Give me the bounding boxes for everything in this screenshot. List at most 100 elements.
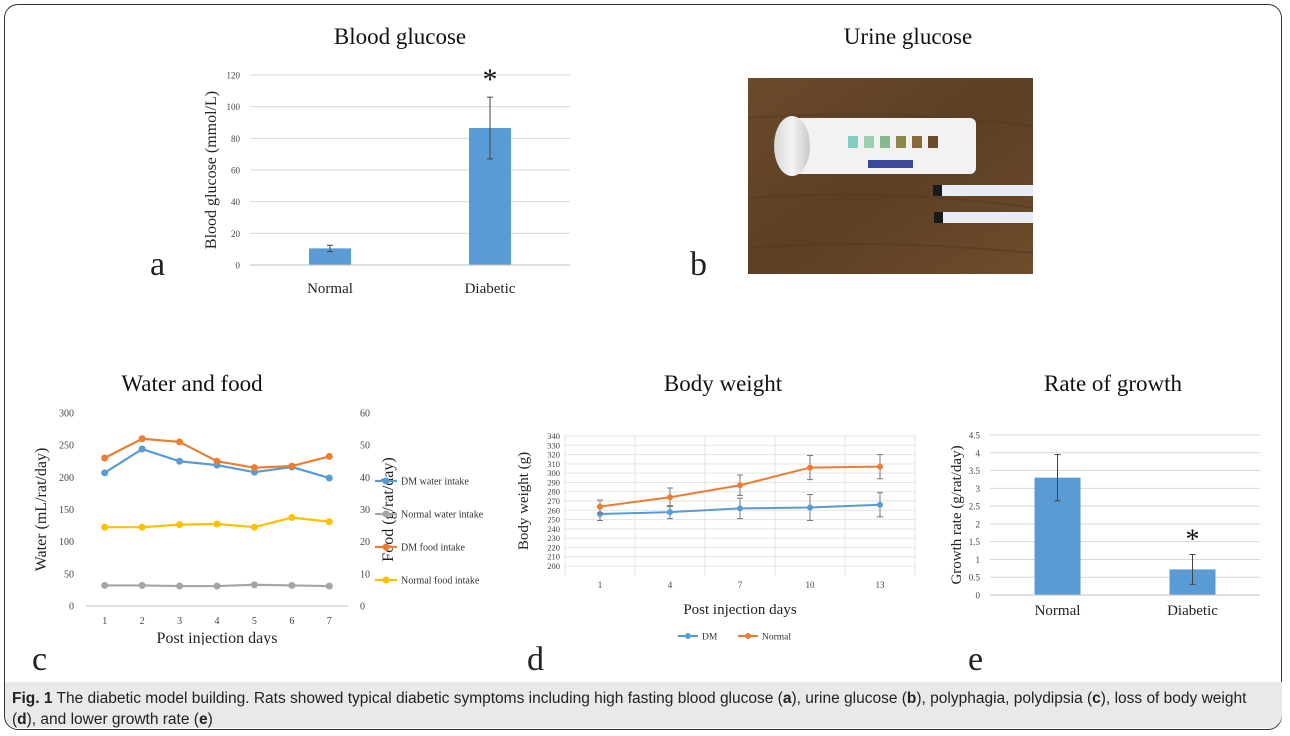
- caption-segment: ), urine glucose (: [791, 690, 906, 707]
- y-tick-label: 1.5: [969, 537, 981, 547]
- data-point: [101, 455, 108, 462]
- legend-swatch-marker: [383, 577, 390, 584]
- y-tick-label: 60: [231, 166, 241, 176]
- data-point: [877, 502, 883, 508]
- x-tick-label: 4: [668, 580, 673, 590]
- y-tick-label: 250: [547, 515, 560, 525]
- x-tick-label: 2: [140, 616, 145, 627]
- data-point: [667, 494, 673, 500]
- x-axis-label: Post injection days: [683, 602, 796, 618]
- legend-label: Normal: [762, 633, 791, 643]
- y-tick-label: 50: [64, 569, 74, 580]
- data-point: [877, 464, 883, 470]
- x-tick-label: 7: [327, 616, 332, 627]
- category-label: Normal: [1035, 603, 1081, 619]
- y-tick-label: 0: [69, 602, 74, 613]
- y-tick-label: 1: [976, 555, 981, 565]
- chart-e: 0 0.5 1 1.5 2 2.5 3 3.5 4 4.5 Normal Diabetic * Growt…: [945, 415, 1275, 630]
- data-point: [326, 474, 333, 481]
- y2-tick-label: 30: [360, 505, 370, 516]
- legend-swatch-marker: [383, 544, 390, 551]
- chart-a-title: Blood glucose: [334, 24, 466, 50]
- caption-segment: ), polyphagia, polydipsia (: [916, 690, 1092, 707]
- urine-test-strip-photo: [748, 78, 1033, 274]
- caption-segment: ), and lower growth rate (: [27, 711, 199, 728]
- data-point: [667, 509, 673, 515]
- chart-d: 2002102202302402502602702802903003103203…: [515, 410, 925, 650]
- y-tick-label: 240: [547, 524, 560, 534]
- caption-segment: d: [17, 711, 26, 728]
- chart-c: 05010015020025030001020304050601 2 3 4 5 6 7Po…: [28, 400, 508, 645]
- y-tick-label: 4: [976, 448, 981, 458]
- data-point: [101, 524, 108, 531]
- data-point: [251, 581, 258, 588]
- y-tick-label: 100: [59, 537, 74, 548]
- data-point: [139, 524, 146, 531]
- y2-tick-label: 0: [360, 602, 365, 613]
- y-axis-label: Blood glucose (mmol/L): [203, 91, 220, 249]
- data-point: [214, 583, 221, 590]
- y-tick-label: 300: [547, 468, 560, 478]
- data-point: [288, 514, 295, 521]
- data-point: [101, 582, 108, 589]
- y-tick-label: 40: [231, 197, 241, 207]
- caption-segment: ): [208, 711, 213, 728]
- category-label: Diabetic: [465, 281, 516, 297]
- category-label: Diabetic: [1167, 603, 1218, 619]
- data-point: [288, 582, 295, 589]
- data-point: [139, 582, 146, 589]
- y-tick-label: 340: [547, 431, 560, 441]
- x-tick-label: 3: [177, 616, 182, 627]
- x-axis-label: Post injection days: [157, 630, 278, 645]
- y-tick-label: 2: [976, 519, 981, 529]
- chart-a: 0 20 40 60 80 100 120 Normal Diabetic * Blood gluc…: [190, 55, 590, 305]
- data-point: [176, 438, 183, 445]
- data-point: [737, 505, 743, 511]
- legend-label: DM: [702, 633, 718, 643]
- data-point: [326, 453, 333, 460]
- panel-label-a: a: [150, 246, 165, 284]
- x-tick-label: 1: [102, 616, 107, 627]
- caption-segment: b: [907, 690, 916, 707]
- data-point: [176, 583, 183, 590]
- y-tick-label: 3.5: [969, 466, 981, 476]
- data-point: [176, 521, 183, 528]
- y-axis-label: Growth rate (g/rat/day): [949, 445, 965, 584]
- legend-label: DM food intake: [401, 543, 465, 554]
- x-tick-label: 5: [252, 616, 257, 627]
- y-tick-label: 210: [547, 552, 560, 562]
- x-tick-label: 6: [289, 616, 294, 627]
- caption-segment: The diabetic model building. Rats showed…: [52, 690, 782, 707]
- chart-d-title: Body weight: [664, 371, 782, 397]
- caption-lead: Fig. 1: [12, 690, 52, 707]
- y-tick-label: 220: [547, 542, 560, 552]
- legend-swatch-marker: [383, 478, 390, 485]
- y-axis-label: Water (mL/rat/day): [33, 448, 50, 572]
- legend-swatch-marker: [383, 511, 390, 518]
- data-point: [214, 458, 221, 465]
- y-axis-label: Body weight (g): [516, 452, 532, 550]
- y-tick-label: 80: [231, 134, 241, 144]
- data-point: [807, 505, 813, 511]
- data-point: [288, 463, 295, 470]
- y-tick-label: 260: [547, 505, 560, 515]
- y-tick-label: 0.5: [969, 573, 981, 583]
- legend-swatch-marker: [745, 633, 751, 639]
- data-point: [807, 465, 813, 471]
- panel-label-c: c: [32, 641, 47, 679]
- y2-tick-label: 60: [360, 409, 370, 420]
- y2-tick-label: 50: [360, 441, 370, 452]
- x-tick-label: 1: [598, 580, 603, 590]
- x-tick-label: 10: [806, 580, 816, 590]
- y-tick-label: 310: [547, 459, 560, 469]
- caption-segment: e: [199, 711, 208, 728]
- chart-e-title: Rate of growth: [1044, 371, 1182, 397]
- data-point: [139, 435, 146, 442]
- panel-label-e: e: [968, 641, 983, 679]
- y-tick-label: 320: [547, 450, 560, 460]
- data-point: [176, 458, 183, 465]
- caption-segment: c: [1092, 690, 1101, 707]
- y-tick-label: 330: [547, 440, 560, 450]
- y-tick-label: 120: [227, 71, 241, 81]
- data-point: [251, 524, 258, 531]
